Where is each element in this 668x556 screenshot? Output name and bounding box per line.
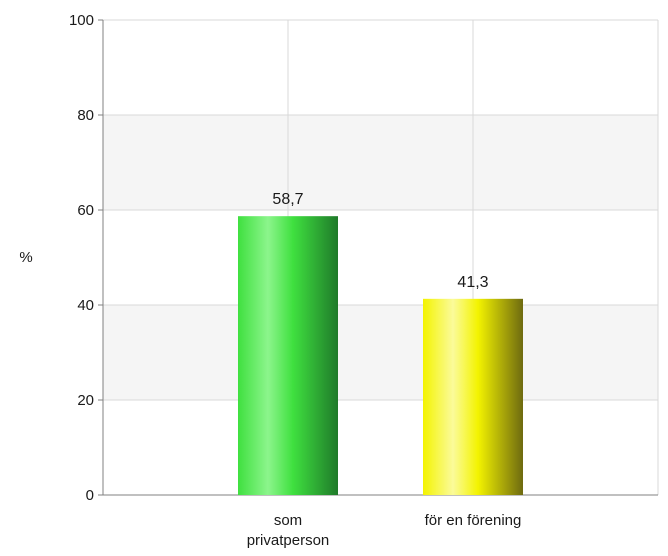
category-label: som privatperson [247,512,330,549]
y-tick-label: 60 [77,202,94,219]
y-tick-label: 0 [86,487,94,504]
bar-2 [423,298,523,495]
category-label: för en förening [425,512,522,529]
background-bands [103,115,658,400]
gridlines [103,19,659,495]
y-tick-label: 40 [77,297,94,314]
bar-1 [238,216,338,496]
y-tick-labels: 0 20 40 60 80 100 [69,12,94,504]
data-label: 41,3 [457,274,488,291]
y-tick-label: 80 [77,107,94,124]
y-axis-title: % [19,249,32,266]
y-tick-label: 100 [69,12,94,29]
background-band [103,115,658,210]
bars [238,216,523,496]
data-labels: 58,7 41,3 [272,191,488,291]
y-tick-label: 20 [77,392,94,409]
background-band [103,305,658,400]
data-label: 58,7 [272,191,303,208]
axes [98,19,658,496]
category-labels: som privatperson för en förening [247,512,522,549]
